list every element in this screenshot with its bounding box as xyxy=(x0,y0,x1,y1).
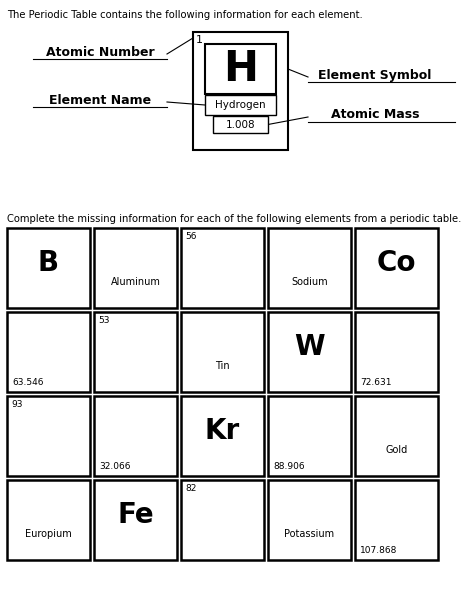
Text: W: W xyxy=(294,333,325,361)
Bar xyxy=(7,396,90,476)
Bar xyxy=(355,312,438,392)
Bar xyxy=(181,480,264,560)
Text: 1: 1 xyxy=(196,35,203,45)
Bar xyxy=(7,480,90,560)
Bar xyxy=(213,116,268,133)
Bar xyxy=(94,396,177,476)
Bar xyxy=(193,32,288,150)
Bar xyxy=(355,228,438,308)
Text: Element Name: Element Name xyxy=(49,93,151,107)
Text: Aluminum: Aluminum xyxy=(110,277,160,287)
Text: Tin: Tin xyxy=(215,361,230,371)
Bar xyxy=(7,228,90,308)
Text: Sodium: Sodium xyxy=(291,277,328,287)
Bar xyxy=(268,396,351,476)
Text: Potassium: Potassium xyxy=(285,528,335,538)
Bar xyxy=(181,312,264,392)
Text: 63.546: 63.546 xyxy=(12,378,43,387)
Text: Hydrogen: Hydrogen xyxy=(215,100,266,110)
Text: 88.906: 88.906 xyxy=(273,462,304,471)
Text: 56: 56 xyxy=(185,232,196,241)
Text: Co: Co xyxy=(377,249,416,277)
Text: 107.868: 107.868 xyxy=(360,546,397,555)
Bar xyxy=(7,312,90,392)
Text: Atomic Number: Atomic Number xyxy=(46,45,154,58)
Bar xyxy=(181,396,264,476)
Text: 1.008: 1.008 xyxy=(226,120,255,130)
Bar xyxy=(205,44,276,94)
Text: Fe: Fe xyxy=(117,501,154,529)
Bar xyxy=(94,312,177,392)
Text: Element Symbol: Element Symbol xyxy=(318,68,432,82)
Bar xyxy=(94,480,177,560)
Text: Kr: Kr xyxy=(205,417,240,445)
Text: The Periodic Table contains the following information for each element.: The Periodic Table contains the followin… xyxy=(7,10,363,20)
Text: H: H xyxy=(223,48,258,90)
Text: 82: 82 xyxy=(185,484,196,493)
Bar xyxy=(268,312,351,392)
Text: 53: 53 xyxy=(98,316,110,325)
Bar xyxy=(94,228,177,308)
Text: Gold: Gold xyxy=(385,444,408,455)
Text: 72.631: 72.631 xyxy=(360,378,391,387)
Bar xyxy=(355,396,438,476)
Bar xyxy=(181,228,264,308)
Text: Complete the missing information for each of the following elements from a perio: Complete the missing information for eac… xyxy=(7,214,461,224)
Bar xyxy=(205,95,276,115)
Text: 93: 93 xyxy=(11,400,23,409)
Text: 32.066: 32.066 xyxy=(99,462,130,471)
Text: Europium: Europium xyxy=(25,528,72,538)
Bar xyxy=(268,228,351,308)
Text: B: B xyxy=(38,249,59,277)
Text: Atomic Mass: Atomic Mass xyxy=(331,108,419,121)
Bar xyxy=(268,480,351,560)
Bar xyxy=(355,480,438,560)
